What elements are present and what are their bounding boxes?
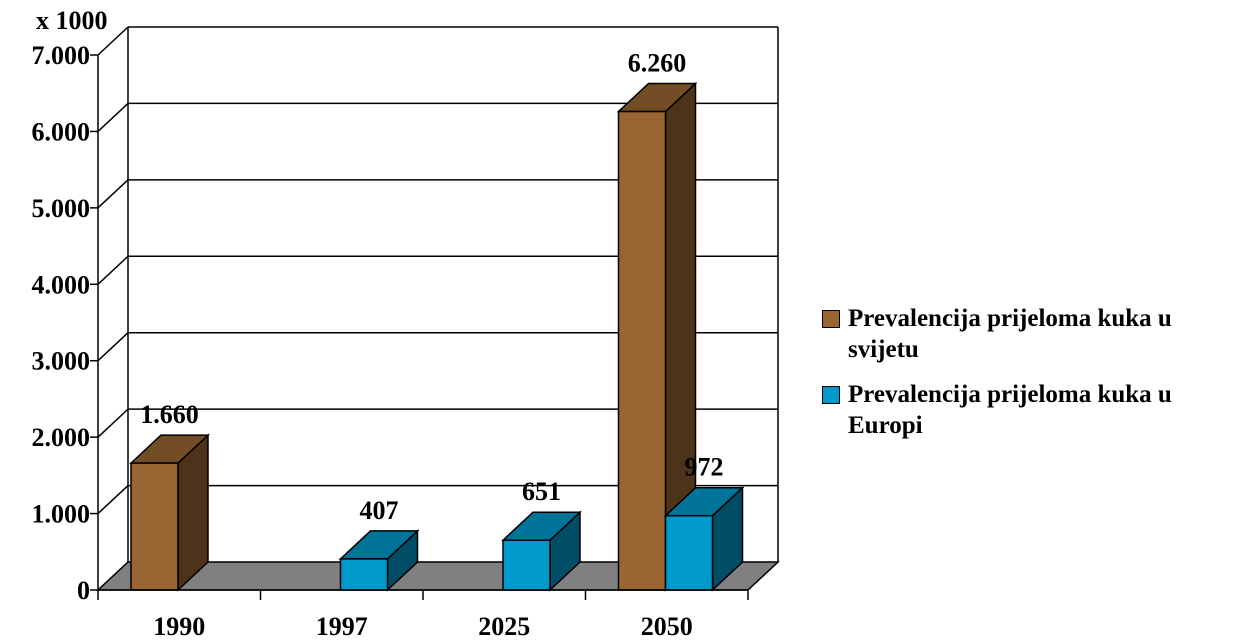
gridline-side-3 <box>97 332 129 362</box>
data-label-s0-c3: 6.260 <box>628 49 687 78</box>
x-tick-label-1: 1997 <box>316 612 368 640</box>
x-tick-label-2: 2025 <box>478 612 530 640</box>
bar-s0-c3 <box>617 110 667 591</box>
legend-swatch-world <box>822 310 840 328</box>
data-label-s0-c0: 1.660 <box>140 400 199 429</box>
bar-s0-c0 <box>130 462 179 591</box>
y-tick-label-1: 1.000 <box>32 500 91 529</box>
y-tick-label-5: 5.000 <box>32 194 91 223</box>
gridline-side-6 <box>97 102 129 132</box>
bar-s1-c1 <box>339 558 389 591</box>
gridline-side-4 <box>97 255 129 285</box>
y-tick-label-2: 2.000 <box>32 423 91 452</box>
gridline-side-1 <box>97 485 129 515</box>
gridline-side-5 <box>97 179 129 209</box>
x-tick-label-3: 2050 <box>641 612 693 640</box>
y-unit-label: x 1000 <box>36 6 108 35</box>
legend-item-world: Prevalencija prijeloma kuka u svijetu <box>822 303 1247 365</box>
y-tick-label-7: 7.000 <box>32 41 91 70</box>
data-label-s1-c2: 651 <box>522 477 561 506</box>
x-tick-label-0: 1990 <box>153 612 205 640</box>
gridline-side-7 <box>97 26 129 56</box>
bar-s1-c3 <box>664 514 714 591</box>
y-tick-label-3: 3.000 <box>32 347 91 376</box>
gridline-side-2 <box>97 408 129 438</box>
y-tick-label-0: 0 <box>77 576 90 605</box>
legend-label-world: Prevalencija prijeloma kuka u svijetu <box>848 305 1172 363</box>
legend-swatch-europe <box>822 386 840 404</box>
data-label-s1-c1: 407 <box>360 496 399 525</box>
bar-s1-c2 <box>502 539 551 591</box>
legend-label-europe: Prevalencija prijeloma kuka u Europi <box>848 381 1172 439</box>
data-label-s1-c3: 972 <box>685 453 724 482</box>
y-tick-label-4: 4.000 <box>32 270 91 299</box>
legend-item-europe: Prevalencija prijeloma kuka u Europi <box>822 379 1247 441</box>
y-tick-label-6: 6.000 <box>32 117 91 146</box>
legend: Prevalencija prijeloma kuka u svijetu Pr… <box>822 303 1247 455</box>
